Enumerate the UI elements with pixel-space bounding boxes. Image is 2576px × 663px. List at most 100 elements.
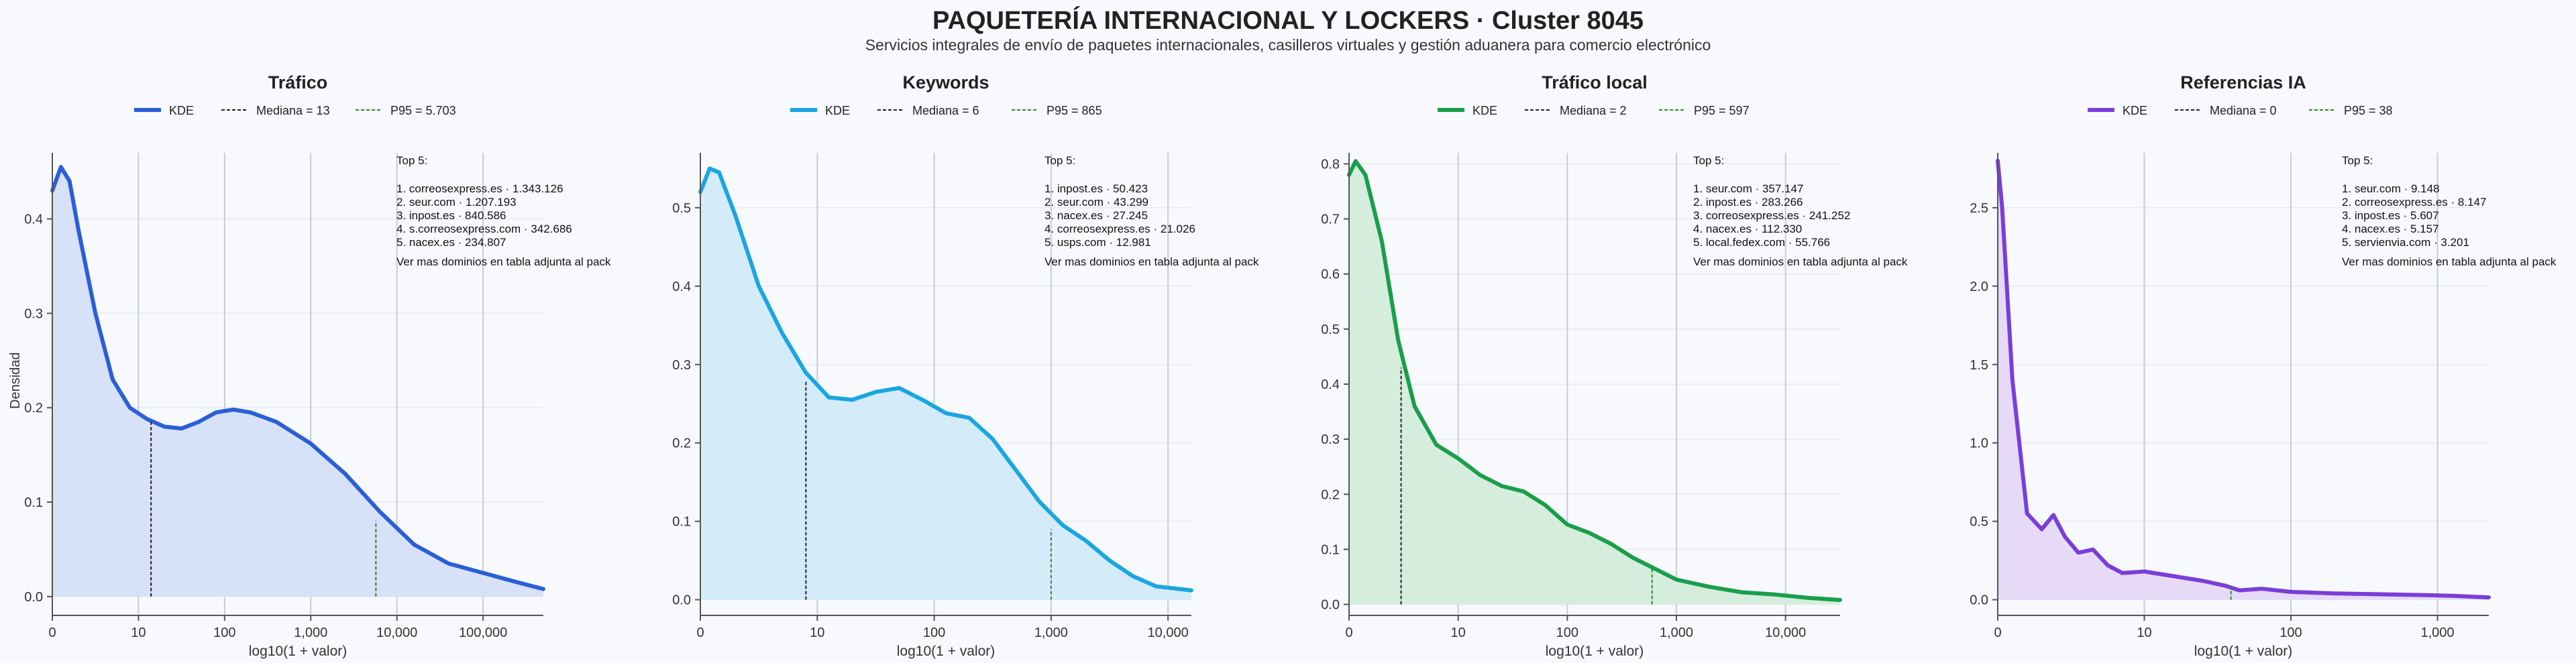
- page-title: PAQUETERÍA INTERNACIONAL Y LOCKERS · Clu…: [932, 7, 1644, 35]
- top5-item: 5. local.fedex.com · 55.766: [1693, 236, 1830, 249]
- x-axis-label: log10(1 + valor): [1546, 644, 1644, 659]
- top5-footer: Ver mas dominios en tabla adjunta al pac…: [1693, 255, 1908, 268]
- y-tick-label: 0.2: [24, 401, 43, 416]
- kde-area: [700, 168, 1191, 600]
- y-tick-label: 0.5: [672, 201, 691, 216]
- top5-item: 4. nacex.es · 5.157: [2342, 223, 2439, 235]
- x-axis-label: log10(1 + valor): [249, 644, 347, 659]
- top5-item: 4. correosexpress.es · 21.026: [1044, 223, 1195, 235]
- chart-title: Referencias IA: [2180, 72, 2306, 93]
- x-tick-label: 100: [1556, 625, 1578, 640]
- kde-area: [52, 167, 543, 597]
- kde-line: [50, 165, 545, 591]
- top5-item: 5. usps.com · 12.981: [1044, 236, 1151, 249]
- x-tick-label: 10: [131, 625, 146, 640]
- top5-header: Top 5:: [396, 154, 427, 167]
- y-tick-label: 2.0: [1970, 280, 1988, 294]
- y-tick-label: 0.3: [24, 306, 43, 321]
- x-axis-label: log10(1 + valor): [897, 644, 996, 659]
- top5-footer: Ver mas dominios en tabla adjunta al pac…: [2342, 255, 2557, 268]
- top5-footer: Ver mas dominios en tabla adjunta al pac…: [396, 255, 611, 268]
- top5-item: 1. seur.com · 9.148: [2342, 182, 2440, 195]
- legend-median-label: Mediana = 6: [912, 104, 979, 117]
- y-tick-label: 0.1: [24, 495, 43, 510]
- x-tick-label: 1,000: [294, 625, 327, 640]
- top5-item: 3. inpost.es · 5.607: [2342, 209, 2439, 222]
- top5-item: 1. inpost.es · 50.423: [1044, 182, 1148, 195]
- top5-item: 4. nacex.es · 112.330: [1693, 223, 1802, 235]
- legend-median-label: Mediana = 13: [256, 104, 330, 117]
- x-tick-label: 100,000: [459, 625, 507, 640]
- top5-item: 3. correosexpress.es · 241.252: [1693, 209, 1850, 222]
- x-tick-label: 1,000: [1034, 625, 1068, 640]
- x-tick-label: 10: [1451, 625, 1466, 640]
- top5-header: Top 5:: [2342, 154, 2373, 167]
- legend-kde-label: KDE: [1472, 104, 1497, 117]
- top5-item: 3. inpost.es · 840.586: [396, 209, 506, 222]
- y-tick-label: 0.7: [1321, 213, 1340, 227]
- kde-area: [1998, 160, 2489, 600]
- y-tick-label: 1.0: [1970, 436, 1988, 451]
- y-tick-label: 0.6: [1321, 267, 1340, 282]
- x-tick-label: 1,000: [1660, 625, 1693, 640]
- y-tick-label: 0.4: [24, 213, 43, 227]
- x-tick-label: 0: [1345, 625, 1352, 640]
- kde-line: [698, 166, 1193, 593]
- top5-item: 2. inpost.es · 283.266: [1693, 196, 1803, 208]
- x-tick-label: 10,000: [1148, 625, 1189, 640]
- y-tick-label: 0.5: [1970, 515, 1988, 530]
- legend-kde-label: KDE: [2123, 104, 2147, 117]
- top5-item: 2. correosexpress.es · 8.147: [2342, 196, 2486, 208]
- chart-panel-2: Keywords KDE Mediana = 6 P95 = 865 0.0 0.1 0.2…: [672, 72, 1259, 659]
- x-tick-label: 100: [923, 625, 945, 640]
- y-tick-label: 0.1: [1321, 542, 1340, 557]
- y-tick-label: 0.8: [1321, 157, 1340, 172]
- top5-footer: Ver mas dominios en tabla adjunta al pac…: [1044, 255, 1259, 268]
- top5-item: 3. nacex.es · 27.245: [1044, 209, 1148, 222]
- kde-line: [1996, 158, 2491, 600]
- top5-item: 1. seur.com · 357.147: [1693, 182, 1803, 195]
- chart-panel-1: Tráfico KDE Mediana = 13 P95 = 5.703 0.0 0.1 0…: [24, 72, 611, 659]
- top5-item: 2. seur.com · 43.299: [1044, 196, 1148, 208]
- legend-median-label: Mediana = 2: [1560, 104, 1627, 117]
- legend-kde-label: KDE: [169, 104, 194, 117]
- legend-median-label: Mediana = 0: [2210, 104, 2277, 117]
- chart-panel-4: Referencias IA KDE Mediana = 0 P95 = 38 0.0 0…: [1970, 72, 2557, 659]
- x-tick-label: 100: [2279, 625, 2302, 640]
- x-tick-label: 1,000: [2420, 625, 2454, 640]
- kde-area: [1349, 161, 1840, 605]
- y-tick-label: 0.1: [672, 515, 691, 530]
- y-tick-label: 2.5: [1970, 201, 1988, 216]
- page-subtitle: Servicios integrales de envío de paquete…: [865, 36, 1711, 54]
- y-tick-label: 0.3: [1321, 432, 1340, 447]
- chart-title: Tráfico local: [1542, 72, 1648, 93]
- chart-title: Tráfico: [268, 72, 328, 93]
- y-tick-label: 0.4: [672, 280, 691, 294]
- x-tick-label: 10: [2137, 625, 2151, 640]
- x-tick-label: 100: [213, 625, 235, 640]
- legend-p95-label: P95 = 865: [1046, 104, 1102, 117]
- y-tick-label: 0.2: [672, 436, 691, 451]
- y-tick-label: 1.5: [1970, 358, 1988, 373]
- x-tick-label: 10: [810, 625, 824, 640]
- y-tick-label: 0.0: [24, 590, 43, 605]
- x-tick-label: 10,000: [1765, 625, 1806, 640]
- y-tick-label: 0.2: [1321, 487, 1340, 502]
- top5-header: Top 5:: [1044, 154, 1075, 167]
- y-tick-label: 0.0: [1321, 598, 1340, 613]
- x-tick-label: 0: [1994, 625, 2001, 640]
- legend-p95-label: P95 = 38: [2344, 104, 2393, 117]
- legend-kde-label: KDE: [825, 104, 850, 117]
- top5-item: 4. s.correosexpress.com · 342.686: [396, 223, 572, 235]
- x-tick-label: 10,000: [376, 625, 417, 640]
- kde-line: [1347, 159, 1842, 602]
- y-tick-label: 0.3: [672, 358, 691, 373]
- legend-p95-label: P95 = 597: [1694, 104, 1750, 117]
- top5-header: Top 5:: [1693, 154, 1724, 167]
- y-tick-label: 0.0: [1970, 593, 1988, 608]
- top5-item: 2. seur.com · 1.207.193: [396, 196, 517, 208]
- x-axis-label: log10(1 + valor): [2194, 644, 2293, 659]
- legend-p95-label: P95 = 5.703: [390, 104, 456, 117]
- y-tick-label: 0.4: [1321, 377, 1340, 392]
